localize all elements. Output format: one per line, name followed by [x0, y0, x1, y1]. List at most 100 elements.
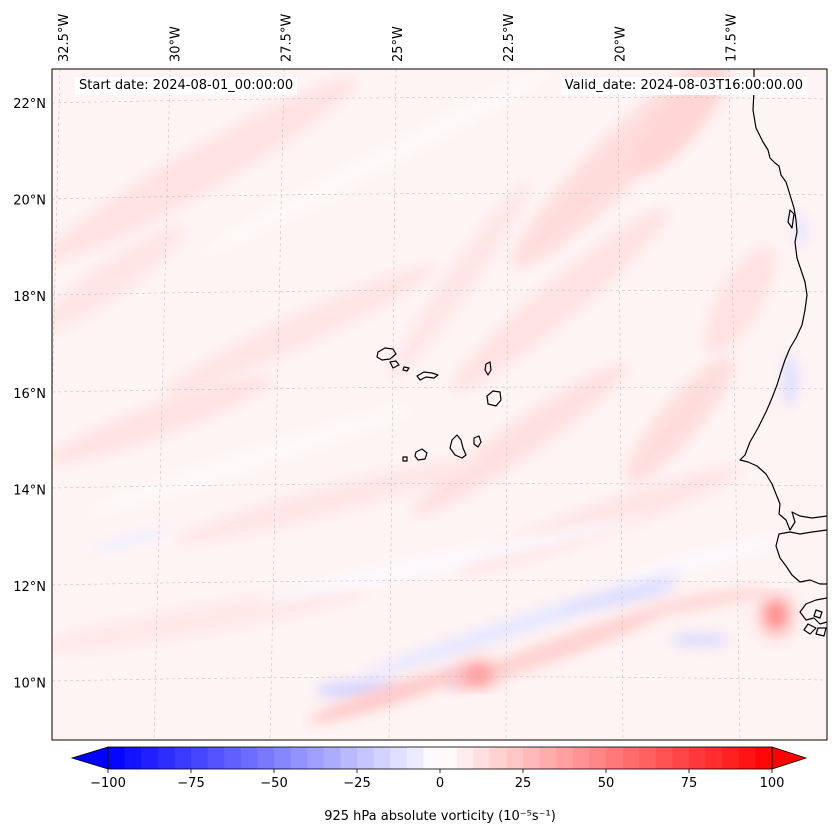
lat-label: 10°N — [13, 677, 46, 692]
colorbar-segment — [108, 747, 125, 769]
colorbar-segment — [240, 747, 258, 769]
valid-date-label: Valid_date: 2024-08-03T16:00:00.00 — [560, 77, 807, 95]
colorbar-segment — [506, 747, 524, 769]
colorbar-segment — [423, 747, 441, 769]
colorbar-tick-label: −25 — [343, 776, 370, 791]
lat-label: 18°N — [13, 290, 46, 305]
island-brava — [402, 456, 408, 462]
colorbar-ticks: −100 −75 −50 −25 0 25 50 75 100 — [90, 769, 784, 791]
colorbar: −100 −75 −50 −25 0 25 50 75 100 925 hPa absolute… — [70, 746, 808, 824]
island-boa-vista — [486, 390, 502, 407]
colorbar-segment — [207, 747, 225, 769]
colorbar-segment — [191, 747, 208, 769]
start-date-label: Start date: 2024-08-01_00:00:00 — [75, 77, 298, 95]
gridline-lon-22-5 — [505, 69, 509, 740]
gridline-lat-20 — [52, 192, 827, 200]
gridline-lat-22 — [52, 96, 827, 104]
colorbar-segment — [290, 747, 308, 769]
lon-label: 22.5°W — [502, 14, 517, 62]
island-santiago — [449, 434, 467, 459]
colorbar-segment — [689, 747, 706, 769]
lat-label: 16°N — [13, 387, 46, 402]
cape-verde-islands — [376, 347, 502, 462]
vorticity-field — [52, 69, 806, 723]
gridline-lat-14 — [52, 483, 827, 489]
coastline-africa — [739, 69, 827, 531]
gridline-lat-16 — [52, 386, 827, 393]
colorbar-segment — [523, 747, 540, 769]
colorbar-segment — [473, 747, 491, 769]
colorbar-tick-label: 75 — [681, 776, 698, 791]
coastline-senegal-south — [775, 529, 827, 585]
colorbar-segment — [357, 747, 374, 769]
lat-label: 12°N — [13, 580, 46, 595]
colorbar-segment — [606, 747, 623, 769]
longitude-labels: 32.5°W 30°W 27.5°W 25°W 22.5°W 20°W 17.5°W — [57, 14, 740, 62]
gridline-lon-25 — [388, 69, 397, 740]
colorbar-segment — [224, 747, 242, 769]
map-frame — [51, 68, 828, 741]
coastline-islet-1 — [803, 623, 817, 635]
lon-label: 25°W — [391, 26, 406, 62]
colorbar-label: 925 hPa absolute vorticity (10⁻⁵s⁻¹) — [324, 809, 556, 824]
colorbar-segment — [340, 747, 358, 769]
island-sao-vicente — [389, 360, 400, 369]
colorbar-segment — [141, 747, 159, 769]
coastline-islet-3 — [815, 627, 827, 637]
gridline-lon-30 — [153, 69, 171, 740]
island-santo-antao — [376, 347, 397, 361]
colorbar-tick-label: 0 — [436, 776, 444, 791]
gridline-lat-12 — [52, 580, 827, 586]
colorbar-extend-low — [70, 746, 109, 770]
colorbar-segment — [157, 747, 175, 769]
lon-label: 30°W — [168, 26, 183, 62]
colorbar-segment — [655, 747, 673, 769]
colorbar-tick-label: −50 — [260, 776, 287, 791]
colorbar-tick-label: −100 — [90, 776, 126, 791]
colorbar-segment — [257, 747, 275, 769]
gridlines — [52, 69, 827, 740]
colorbar-segment — [572, 747, 590, 769]
lon-label: 20°W — [613, 26, 628, 62]
coastline-islet-4 — [787, 209, 795, 229]
gridline-lat-10 — [52, 676, 827, 682]
island-sal — [484, 361, 492, 376]
coastline-islet-2 — [813, 609, 823, 619]
colorbar-segment — [174, 747, 192, 769]
lat-label: 22°N — [13, 97, 46, 112]
colorbar-segment — [556, 747, 574, 769]
island-santa-luzia — [402, 366, 410, 372]
colorbar-tick-label: −75 — [177, 776, 204, 791]
gridline-lat-18 — [52, 289, 827, 296]
colorbar-segment — [456, 747, 474, 769]
colorbar-segment — [722, 747, 740, 769]
colorbar-tick-label: 50 — [598, 776, 615, 791]
colorbar-segment — [622, 747, 640, 769]
lat-label: 14°N — [13, 483, 46, 498]
colorbar-segment — [705, 747, 723, 769]
colorbar-tick-label: 100 — [760, 776, 785, 791]
colorbar-segment — [672, 747, 690, 769]
colorbar-segment — [406, 747, 424, 769]
island-sao-nicolau — [416, 371, 439, 381]
colorbar-segment — [440, 747, 457, 769]
colorbar-segment — [539, 747, 557, 769]
colorbar-segment — [755, 747, 773, 769]
colorbar-segment — [489, 747, 507, 769]
colorbar-segment — [589, 747, 607, 769]
gridline-lon-20 — [617, 69, 624, 740]
map-panel: 32.5°W 30°W 27.5°W 25°W 22.5°W 20°W 17.5°W 22°… — [13, 14, 828, 741]
colorbar-segment — [373, 747, 391, 769]
colorbar-segment — [390, 747, 408, 769]
coastline-bijagos-coast — [799, 597, 827, 625]
island-fogo — [414, 448, 428, 461]
colorbar-tick-label: 25 — [515, 776, 532, 791]
lon-label: 17.5°W — [725, 14, 740, 62]
latitude-labels: 22°N 20°N 18°N 16°N 14°N 12°N 10°N — [13, 97, 46, 692]
island-maio — [473, 435, 482, 448]
lat-label: 20°N — [13, 194, 46, 209]
gridline-lon-27-5 — [269, 69, 285, 740]
colorbar-segment — [274, 747, 291, 769]
colorbar-segment — [639, 747, 657, 769]
